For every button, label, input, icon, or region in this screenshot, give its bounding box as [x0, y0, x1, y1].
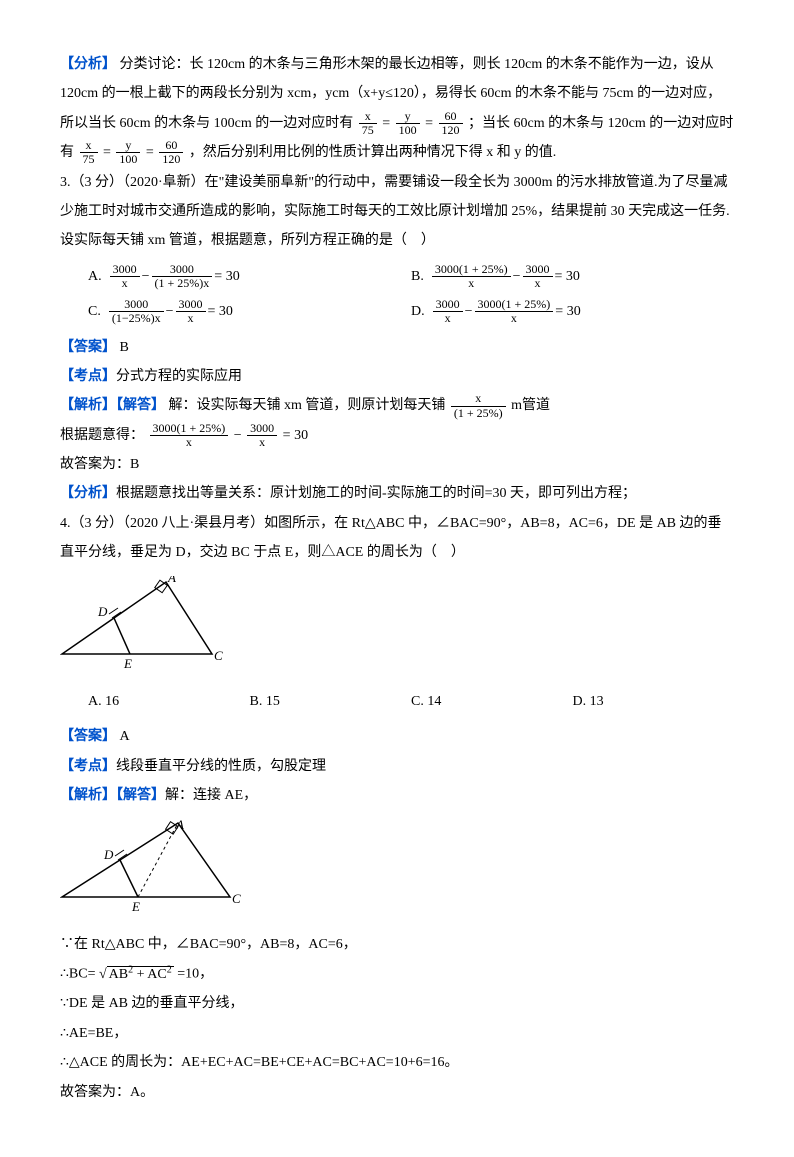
q4-step-1: ∵在 Rt△ABC 中，∠BAC=90°，AB=8，AC=6， — [60, 930, 734, 959]
svg-text:D: D — [97, 604, 108, 619]
q3-explain-1: 【解析】【解答】 解：设实际每天铺 xm 管道，则原计划每天铺 x(1 + 25… — [60, 391, 734, 420]
fraction: y100 — [116, 139, 140, 166]
q4-option-d: D. 13 — [573, 687, 735, 716]
q4-figure-2: B C A D E — [60, 819, 734, 922]
q4-keypoint: 【考点】线段垂直平分线的性质，勾股定理 — [60, 752, 734, 781]
svg-text:A: A — [167, 576, 176, 585]
q4-option-b: B. 15 — [250, 687, 412, 716]
svg-text:C: C — [214, 648, 223, 663]
q4-answer: 【答案】 A — [60, 722, 734, 751]
svg-text:E: E — [123, 656, 132, 668]
q4-option-a: A. 16 — [88, 687, 250, 716]
fraction: x75 — [80, 139, 98, 166]
q3-options-row1: A. 3000x − 3000(1 + 25%)x = 30 B. 3000(1… — [88, 262, 734, 291]
q3-option-c: C. 3000(1−25%)x − 3000x = 30 — [88, 297, 411, 326]
fraction: x75 — [359, 110, 377, 137]
q4-explain-1: 【解析】【解答】解：连接 AE， — [60, 781, 734, 810]
question-3-stem: 3.（3 分）（2020·阜新）在"建设美丽阜新"的行动中，需要铺设一段全长为 … — [60, 168, 734, 256]
q3-option-a: A. 3000x − 3000(1 + 25%)x = 30 — [88, 262, 411, 291]
q4-step-5: ∴△ACE 的周长为：AE+EC+AC=BE+CE+AC=BC+AC=10+6=… — [60, 1048, 734, 1077]
q4-step-6: 故答案为：A。 — [60, 1078, 734, 1107]
fraction: 60120 — [159, 139, 183, 166]
svg-text:E: E — [131, 899, 140, 911]
fraction: 60120 — [439, 110, 463, 137]
svg-text:C: C — [232, 891, 241, 906]
q4-step-2: ∴BC= AB2 + AC2 =10， — [60, 959, 734, 989]
question-4-stem: 4.（3 分）（2020 八上·渠县月考）如图所示，在 Rt△ABC 中，∠BA… — [60, 509, 734, 568]
analysis-text-3: ，然后分别利用比例的性质计算出两种情况下得 x 和 y 的值. — [189, 145, 557, 160]
q3-keypoint: 【考点】分式方程的实际应用 — [60, 362, 734, 391]
q4-option-c: C. 14 — [411, 687, 573, 716]
q4-step-4: ∴AE=BE， — [60, 1019, 734, 1048]
q4-options: A. 16 B. 15 C. 14 D. 13 — [88, 687, 734, 716]
q4-step-3: ∵DE 是 AB 边的垂直平分线， — [60, 989, 734, 1018]
q3-analysis: 【分析】根据题意找出等量关系：原计划施工的时间-实际施工的时间=30 天，即可列… — [60, 479, 734, 508]
q3-explain-2: 根据题意得： 3000(1 + 25%)x − 3000x = 30 — [60, 421, 734, 450]
q3-options-row2: C. 3000(1−25%)x − 3000x = 30 D. 3000x − … — [88, 297, 734, 326]
sqrt-expr: AB2 + AC2 — [99, 959, 174, 989]
svg-text:D: D — [103, 847, 114, 862]
fraction: x(1 + 25%) — [451, 392, 506, 419]
analysis-label: 【分析】 — [60, 57, 116, 72]
q3-answer: 【答案】 B — [60, 333, 734, 362]
q3-option-b: B. 3000(1 + 25%)x − 3000x = 30 — [411, 262, 734, 291]
q3-explain-3: 故答案为：B — [60, 450, 734, 479]
q3-option-d: D. 3000x − 3000(1 + 25%)x = 30 — [411, 297, 734, 326]
q4-figure-1: B C A D E — [60, 576, 734, 679]
analysis-paragraph: 【分析】 分类讨论：长 120cm 的木条与三角形木架的最长边相等，则长 120… — [60, 50, 734, 168]
svg-text:A: A — [175, 819, 184, 832]
fraction: y100 — [396, 110, 420, 137]
